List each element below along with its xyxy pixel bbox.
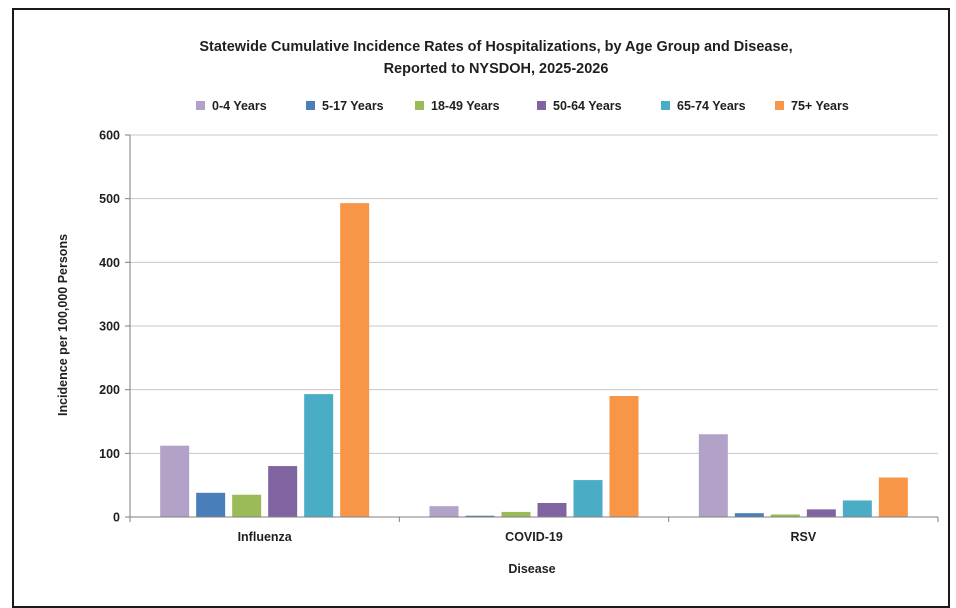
bar bbox=[842, 500, 872, 517]
x-tick-label: Influenza bbox=[238, 530, 293, 544]
chart-title: Statewide Cumulative Incidence Rates of … bbox=[199, 39, 792, 55]
legend-label: 75+ Years bbox=[791, 99, 849, 113]
bars bbox=[160, 203, 908, 517]
bar bbox=[734, 513, 764, 517]
chart-subtitle: Reported to NYSDOH, 2025-2026 bbox=[384, 61, 609, 77]
x-axis-ticks: Influenza COVID-19 RSV bbox=[129, 517, 939, 544]
bar bbox=[878, 477, 908, 517]
y-tick-label: 0 bbox=[113, 511, 120, 525]
x-axis-title: Disease bbox=[508, 562, 555, 576]
gridlines bbox=[130, 134, 938, 454]
legend-swatch bbox=[661, 101, 670, 110]
y-tick-label: 200 bbox=[99, 383, 120, 397]
y-axis-title: Incidence per 100,000 Persons bbox=[56, 234, 70, 416]
bar bbox=[806, 509, 836, 517]
bar bbox=[609, 396, 639, 517]
legend-label: 0-4 Years bbox=[212, 99, 267, 113]
bar bbox=[465, 515, 495, 517]
bar bbox=[698, 434, 728, 517]
legend-swatch bbox=[306, 101, 315, 110]
bar bbox=[160, 445, 190, 517]
y-tick-label: 300 bbox=[99, 320, 120, 334]
legend-swatch bbox=[196, 101, 205, 110]
bar bbox=[340, 203, 370, 517]
chart: Statewide Cumulative Incidence Rates of … bbox=[56, 39, 939, 576]
bar bbox=[304, 394, 334, 517]
y-tick-label: 100 bbox=[99, 447, 120, 461]
bar bbox=[537, 502, 567, 517]
bar bbox=[501, 511, 531, 517]
legend-label: 5-17 Years bbox=[322, 99, 384, 113]
bar bbox=[770, 514, 800, 517]
legend-swatch bbox=[775, 101, 784, 110]
y-axis-ticks: 0 100 200 300 400 500 600 bbox=[99, 129, 130, 525]
legend-label: 50-64 Years bbox=[553, 99, 622, 113]
legend: 0-4 Years 5-17 Years 18-49 Years 50-64 Year… bbox=[196, 99, 849, 113]
bar bbox=[196, 492, 226, 517]
bar bbox=[573, 480, 603, 517]
bar bbox=[268, 466, 298, 517]
legend-label: 18-49 Years bbox=[431, 99, 500, 113]
x-tick-label: COVID-19 bbox=[505, 530, 563, 544]
bar bbox=[232, 494, 262, 517]
x-tick-label: RSV bbox=[790, 530, 816, 544]
legend-label: 65-74 Years bbox=[677, 99, 746, 113]
bar bbox=[429, 506, 459, 517]
y-tick-label: 400 bbox=[99, 256, 120, 270]
y-tick-label: 600 bbox=[99, 129, 120, 143]
legend-swatch bbox=[415, 101, 424, 110]
legend-swatch bbox=[537, 101, 546, 110]
y-tick-label: 500 bbox=[99, 192, 120, 206]
